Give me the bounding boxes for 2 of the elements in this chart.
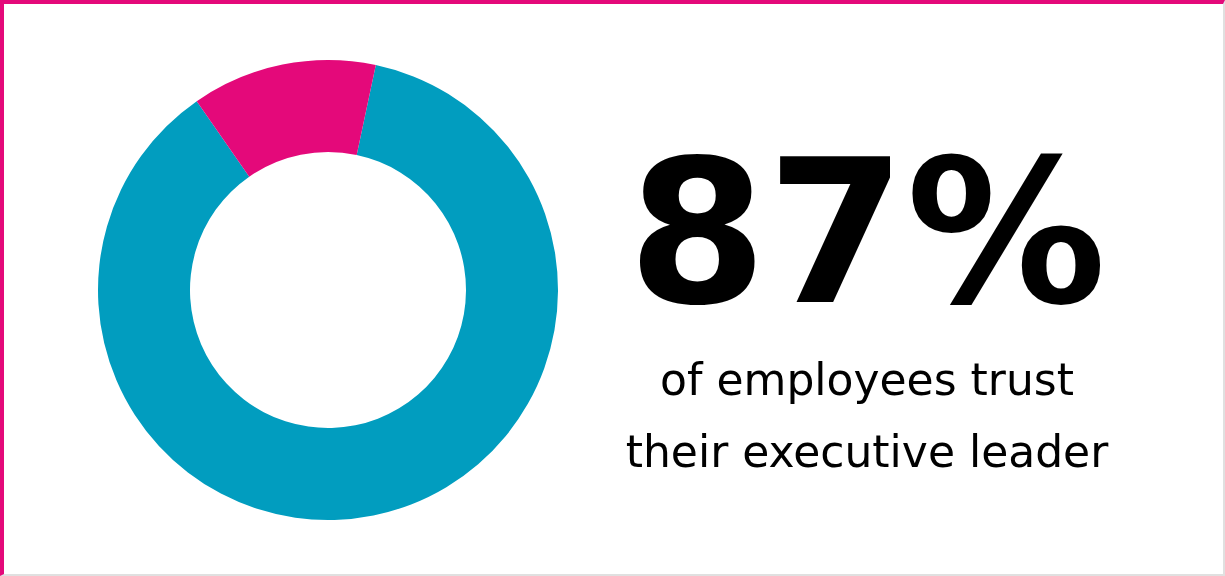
data-label: 87% xyxy=(627,116,1107,349)
text: of employees trust their executive leader xyxy=(625,354,1110,477)
